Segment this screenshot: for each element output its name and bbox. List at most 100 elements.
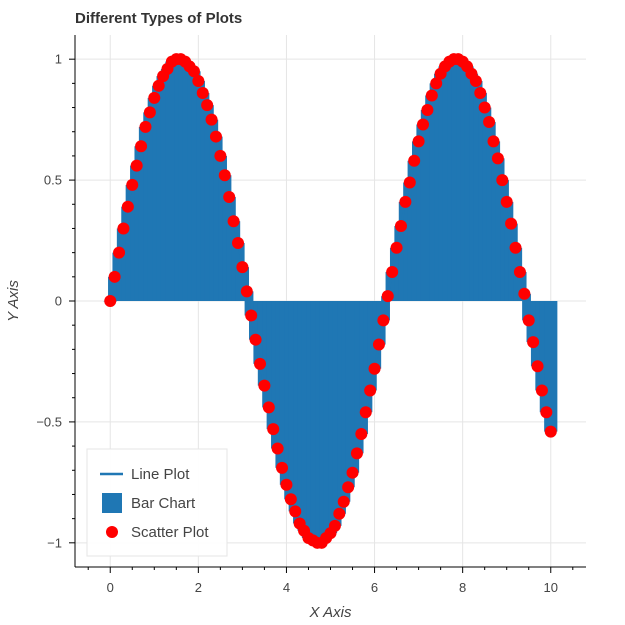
scatter-point xyxy=(218,169,231,182)
scatter-point xyxy=(531,360,544,373)
scatter-point xyxy=(284,493,297,506)
y-tick-label: 0.5 xyxy=(44,173,62,188)
scatter-point xyxy=(108,270,121,283)
scatter-point xyxy=(227,215,240,228)
scatter-point xyxy=(377,314,390,327)
x-tick-label: 8 xyxy=(459,580,466,595)
scatter-point xyxy=(245,309,258,322)
y-tick-label: 0 xyxy=(55,294,62,309)
scatter-point xyxy=(469,74,482,87)
scatter-point xyxy=(544,425,557,438)
chart-title: Different Types of Plots xyxy=(75,10,242,27)
scatter-point xyxy=(258,379,271,392)
scatter-point xyxy=(500,195,513,208)
legend-bar-swatch xyxy=(102,493,122,513)
scatter-point xyxy=(121,200,134,213)
scatter-point xyxy=(240,285,253,298)
scatter-point xyxy=(276,461,289,474)
scatter-point xyxy=(518,287,531,300)
scatter-point xyxy=(390,241,403,254)
scatter-point xyxy=(350,447,363,460)
scatter-point xyxy=(113,246,126,259)
scatter-point xyxy=(483,116,496,129)
scatter-point xyxy=(491,152,504,165)
scatter-series xyxy=(104,53,557,549)
scatter-point xyxy=(386,265,399,278)
scatter-point xyxy=(135,140,148,153)
scatter-point xyxy=(527,336,540,349)
scatter-point xyxy=(267,423,280,436)
x-tick-label: 6 xyxy=(371,580,378,595)
scatter-point xyxy=(117,222,130,235)
scatter-point xyxy=(187,65,200,78)
scatter-point xyxy=(381,290,394,303)
scatter-point xyxy=(143,106,156,119)
scatter-point xyxy=(236,261,249,274)
bar xyxy=(544,301,558,432)
y-tick-label: 1 xyxy=(55,52,62,67)
scatter-point xyxy=(487,135,500,148)
scatter-point xyxy=(337,495,350,508)
scatter-point xyxy=(126,178,139,191)
scatter-point xyxy=(249,333,262,346)
scatter-point xyxy=(104,295,117,307)
scatter-point xyxy=(201,99,214,112)
x-tick-label: 0 xyxy=(107,580,114,595)
scatter-point xyxy=(430,77,443,90)
y-tick-label: −0.5 xyxy=(36,414,62,429)
scatter-point xyxy=(403,176,416,189)
scatter-point xyxy=(148,91,161,104)
legend: Line Plot Bar Chart Scatter Plot xyxy=(86,448,228,557)
scatter-point xyxy=(254,357,267,370)
scatter-point xyxy=(196,87,209,100)
scatter-point xyxy=(328,519,341,532)
scatter-point xyxy=(214,149,227,162)
scatter-point xyxy=(289,505,302,518)
scatter-point xyxy=(513,265,526,278)
legend-label: Scatter Plot xyxy=(131,524,209,541)
scatter-point xyxy=(372,338,385,351)
scatter-point xyxy=(496,174,509,187)
scatter-point xyxy=(262,401,275,414)
scatter-point xyxy=(394,220,407,233)
x-tick-label: 4 xyxy=(283,580,290,595)
scatter-point xyxy=(399,195,412,208)
scatter-point xyxy=(209,130,222,143)
scatter-point xyxy=(192,74,205,87)
scatter-point xyxy=(152,79,165,92)
scatter-point xyxy=(478,101,491,114)
scatter-point xyxy=(509,241,522,254)
y-tick-label: −1 xyxy=(47,535,62,550)
scatter-point xyxy=(412,135,425,148)
scatter-point xyxy=(205,113,218,126)
y-axis-title: Y Axis xyxy=(5,280,22,322)
scatter-point xyxy=(425,89,438,102)
scatter-point xyxy=(342,481,355,494)
scatter-point xyxy=(333,507,346,520)
scatter-point xyxy=(535,384,548,397)
scatter-point xyxy=(139,120,152,133)
scatter-point xyxy=(346,466,359,479)
scatter-point xyxy=(364,384,377,397)
scatter-point xyxy=(355,428,368,440)
scatter-point xyxy=(130,159,143,172)
scatter-point xyxy=(223,191,236,204)
scatter-point xyxy=(505,217,518,230)
scatter-point xyxy=(540,406,553,419)
legend-scatter-swatch xyxy=(106,526,118,538)
x-tick-label: 10 xyxy=(544,580,558,595)
axes: 0 2 4 6 8 10 −1 −0.5 0 0.5 1 xyxy=(36,35,586,595)
scatter-point xyxy=(417,118,430,131)
scatter-point xyxy=(408,154,421,167)
legend-label: Bar Chart xyxy=(131,495,196,512)
scatter-point xyxy=(231,236,244,249)
scatter-point xyxy=(421,103,434,116)
scatter-point xyxy=(522,314,535,327)
scatter-point xyxy=(271,442,284,455)
legend-label: Line Plot xyxy=(131,466,190,483)
scatter-point xyxy=(359,406,372,419)
scatter-point xyxy=(474,87,487,100)
bar-series xyxy=(103,59,558,543)
